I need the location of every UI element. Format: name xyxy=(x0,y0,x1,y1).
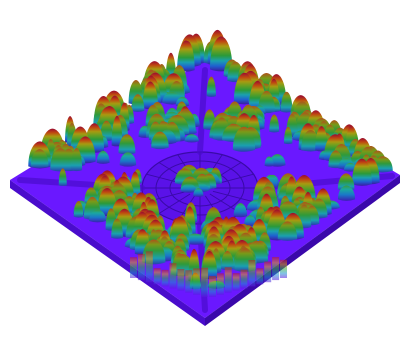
vegetation-blob xyxy=(280,91,293,113)
vegetation-blob xyxy=(142,81,159,110)
edge-segment xyxy=(232,273,240,291)
vegetation-mid xyxy=(28,115,393,222)
edge-segment xyxy=(153,268,161,285)
vegetation-blob xyxy=(269,114,280,133)
edge-segment xyxy=(145,251,153,283)
vegetation-blob xyxy=(193,188,204,197)
edge-segment xyxy=(248,260,256,287)
vegetation-blob xyxy=(232,126,256,152)
vegetation-blob xyxy=(89,209,107,223)
vegetation-blob xyxy=(111,115,123,147)
vegetation-front xyxy=(89,192,320,297)
vegetation-blob xyxy=(277,221,298,241)
vegetation-blob xyxy=(337,185,356,201)
vegetation-blob xyxy=(30,149,49,169)
edge-segment xyxy=(224,267,232,293)
vegetation-blob xyxy=(337,173,355,191)
vegetation-blob xyxy=(220,251,234,271)
edge-segment xyxy=(185,270,193,293)
vegetation-blob xyxy=(131,94,145,112)
vegetation-blob xyxy=(118,134,136,155)
vegetation-blob xyxy=(73,201,84,218)
edge-profile xyxy=(130,251,287,297)
edge-segment xyxy=(280,259,287,278)
edge-segment xyxy=(169,263,177,289)
vegetation-blob xyxy=(70,148,83,172)
vegetation-blob xyxy=(111,218,123,239)
edge-segment xyxy=(161,269,169,287)
edge-segment xyxy=(130,257,137,278)
vegetation-blob xyxy=(233,203,248,218)
edge-segment xyxy=(264,261,272,283)
vegetation-blob xyxy=(184,134,199,143)
vegetation-blob xyxy=(58,168,67,187)
edge-segment xyxy=(272,257,280,281)
vegetation-blob xyxy=(209,36,233,72)
vegetation-blob xyxy=(244,215,257,227)
vegetation-blob xyxy=(96,150,110,164)
vegetation-blob xyxy=(119,152,137,167)
ground-edge-left xyxy=(10,180,205,326)
edge-segment xyxy=(137,253,145,281)
vegetation-back xyxy=(91,29,333,142)
edge-segment xyxy=(201,267,209,297)
vegetation-blob xyxy=(283,126,293,145)
edge-segment xyxy=(216,273,224,295)
vegetation-blob xyxy=(315,126,328,152)
edge-segment xyxy=(193,268,201,295)
vegetation-blob xyxy=(206,76,216,97)
vegetation-blob xyxy=(351,158,372,186)
vegetation-blob xyxy=(151,131,169,150)
ground-edge-right xyxy=(205,175,400,326)
edge-segment xyxy=(256,268,264,285)
vegetation-blob xyxy=(50,148,71,172)
edge-segment xyxy=(208,276,216,297)
vegetation-blob xyxy=(180,183,197,193)
vegetation-blob xyxy=(264,156,274,167)
edge-segment xyxy=(240,269,248,289)
vegetation-blob xyxy=(177,40,195,72)
edge-segment xyxy=(177,269,185,291)
